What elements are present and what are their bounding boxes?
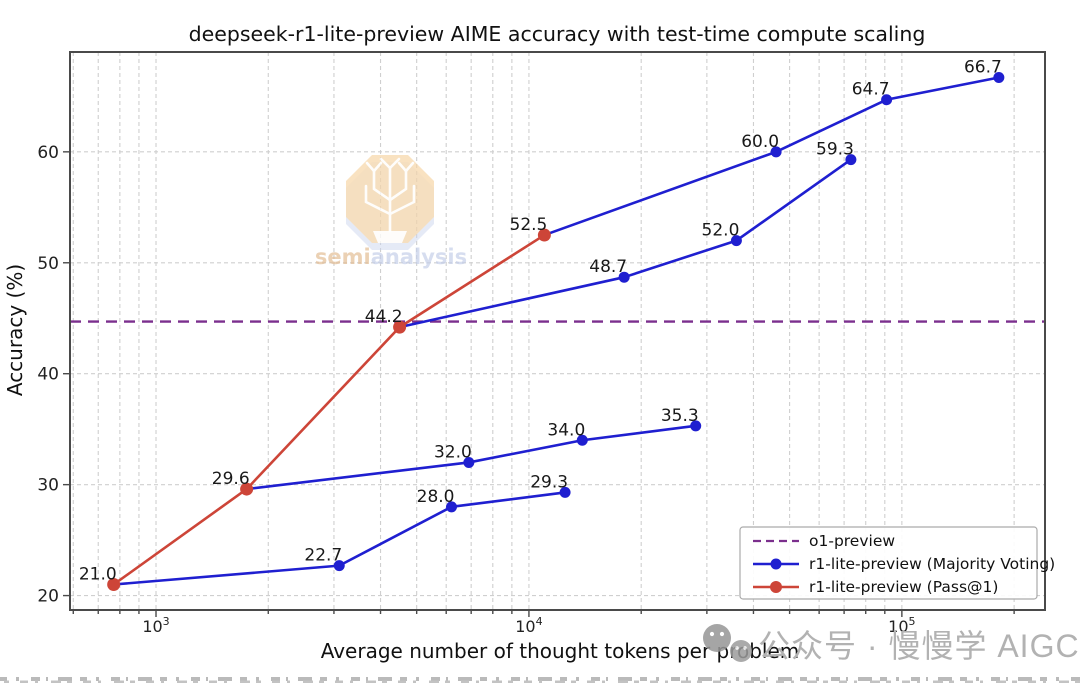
majority-voting-point: [446, 501, 458, 513]
legend-item-pass1: r1-lite-preview (Pass@1): [753, 578, 998, 596]
majority-voting-point: [881, 94, 893, 106]
plot-border: [69, 51, 1046, 611]
majority-voting-point: [690, 420, 702, 432]
gridlines: [70, 52, 1045, 610]
data-point-label: 28.0: [417, 487, 455, 507]
majority-voting-point: [993, 72, 1005, 84]
legend: o1-preview r1-lite-preview (Majority Vot…: [739, 526, 1055, 600]
y-tick-label: 50: [37, 254, 59, 274]
y-tick-label: 60: [37, 143, 59, 163]
legend-item-majority-voting: r1-lite-preview (Majority Voting): [753, 555, 1055, 573]
pass1-point: [393, 320, 407, 334]
legend-label-majority-voting: r1-lite-preview (Majority Voting): [809, 555, 1055, 573]
pass1-point: [240, 482, 254, 496]
wechat-icon: [703, 624, 752, 662]
data-point-label: 66.7: [964, 58, 1002, 78]
data-point-label: 21.0: [79, 564, 117, 584]
pass1-point: [107, 577, 121, 591]
majority-voting-point: [576, 434, 588, 446]
wechat-watermark: 公众号 · 慢慢学 AIGC: [703, 624, 1080, 664]
data-point-label: 52.5: [510, 215, 548, 235]
y-tick-label: 30: [37, 476, 59, 496]
data-point-label: 34.0: [547, 420, 585, 440]
pass1-marker-sample: [770, 581, 782, 593]
y-tick-label: 20: [37, 587, 59, 607]
majority-voting-point: [845, 154, 857, 166]
logo-wordmark: semianalysis: [315, 245, 467, 269]
data-point-label: 48.7: [589, 257, 627, 277]
wechat-watermark-text: 公众号 · 慢慢学 AIGC: [758, 628, 1080, 664]
majority-voting-marker-sample: [770, 558, 782, 570]
majority-voting-line: [543, 76, 1000, 237]
pass1-line: [112, 233, 546, 586]
legend-label-pass1: r1-lite-preview (Pass@1): [809, 578, 998, 596]
logo-circuit-tree-icon: [364, 157, 416, 233]
majority-voting-point: [463, 456, 475, 468]
pass1-point: [537, 228, 551, 242]
data-point-label: 29.6: [212, 469, 250, 489]
data-point-label: 32.0: [434, 442, 472, 462]
majority-voting-point: [559, 486, 571, 498]
majority-voting-point: [333, 560, 345, 572]
chart-title: deepseek-r1-lite-preview AIME accuracy w…: [189, 22, 926, 46]
majority-voting-line: [113, 491, 566, 586]
majority-voting-point: [730, 235, 742, 247]
data-point-label: 44.2: [365, 307, 403, 327]
data-point-label: 52.0: [702, 221, 740, 241]
x-tick-label: 104: [515, 615, 542, 636]
y-tick-label: 40: [37, 365, 59, 385]
legend-label-o1-preview: o1-preview: [809, 532, 895, 550]
majority-voting-line: [246, 424, 696, 491]
data-point-label: 29.3: [530, 472, 568, 492]
legend-box: [739, 526, 1038, 600]
majority-voting-point: [618, 271, 630, 283]
majority-voting-line: [399, 158, 852, 329]
semianalysis-watermark: semianalysis: [315, 155, 467, 269]
logo-pot-icon: [373, 231, 407, 243]
y-axis-label: Accuracy (%): [3, 264, 27, 396]
data-point-labels: 22.7 28.0 29.3 32.0 34.0 35.3 48.7 52.0 59.3 60.0…: [79, 58, 1002, 585]
data-series: [107, 72, 1005, 591]
x-tick-label: 103: [142, 615, 169, 636]
data-point-label: 59.3: [816, 140, 854, 160]
legend-item-o1-preview: o1-preview: [753, 532, 895, 550]
data-point-label: 35.3: [661, 406, 699, 426]
cutoff-text-strip: [0, 677, 1080, 683]
data-point-label: 22.7: [304, 546, 342, 566]
data-point-label: 64.7: [852, 80, 890, 100]
data-point-label: 60.0: [741, 132, 779, 152]
majority-voting-point: [770, 146, 782, 158]
